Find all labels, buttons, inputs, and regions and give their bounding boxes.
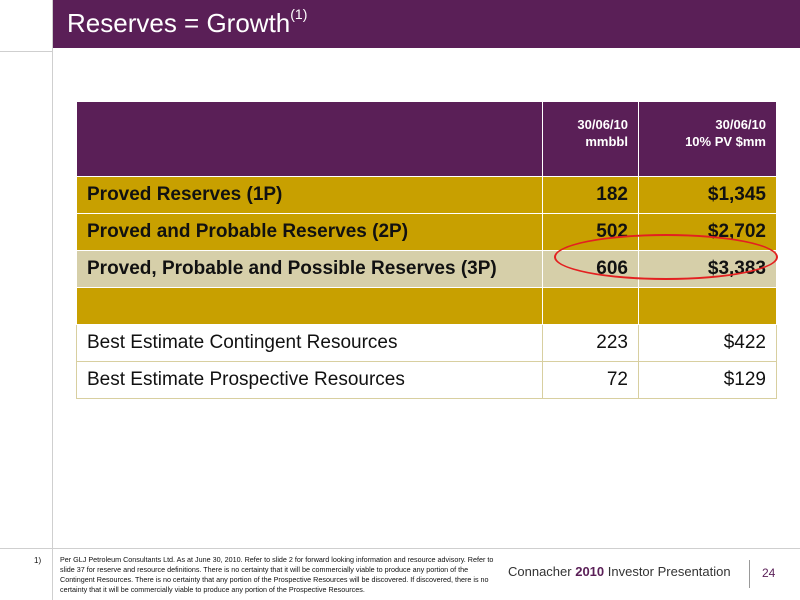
footer-presentation: Investor Presentation (604, 564, 731, 579)
row-label: Proved Reserves (1P) (76, 176, 543, 214)
header-pv-date: 30/06/10 (715, 117, 766, 132)
row-label: Proved, Probable and Possible Reserves (… (76, 250, 543, 288)
footer-year: 2010 (575, 564, 605, 579)
header-blank-cell (76, 101, 543, 177)
page-number: 24 (762, 566, 776, 580)
footer-divider (0, 548, 800, 549)
footnote-number: 1) (34, 556, 42, 565)
header-mmbbl-cell: 30/06/10 mmbbl (542, 101, 639, 177)
header-mmbbl-unit: mmbbl (585, 134, 628, 149)
table-row: Proved Reserves (1P) 182 $1,345 (76, 176, 777, 214)
footer-company: Connacher (508, 564, 576, 579)
row-mmbbl: 72 (542, 361, 639, 399)
table-row: Best Estimate Contingent Resources 223 $… (76, 324, 777, 362)
row-pv: $129 (638, 361, 777, 399)
row-mmbbl: 502 (542, 213, 639, 251)
table-spacer-row (76, 287, 777, 325)
row-label: Best Estimate Contingent Resources (76, 324, 543, 362)
footer-brand: Connacher 2010 Investor Presentation (508, 564, 731, 579)
table-header-row: 30/06/10 mmbbl 30/06/10 10% PV $mm (76, 101, 777, 177)
footnote-text: Per GLJ Petroleum Consultants Ltd. As at… (60, 555, 494, 594)
row-mmbbl: 182 (542, 176, 639, 214)
title-bar: Reserves = Growth(1) (53, 0, 800, 48)
row-label: Best Estimate Prospective Resources (76, 361, 543, 399)
left-divider-top (0, 51, 52, 52)
slide-title: Reserves = Growth(1) (67, 6, 308, 39)
title-footnote-marker: (1) (290, 6, 308, 22)
row-label: Proved and Probable Reserves (2P) (76, 213, 543, 251)
left-divider (52, 0, 53, 600)
header-pv-unit: 10% PV $mm (685, 134, 766, 149)
spacer-cell (542, 287, 639, 325)
highlight-circle (554, 234, 778, 280)
row-pv: $422 (638, 324, 777, 362)
reserves-table-container: 30/06/10 mmbbl 30/06/10 10% PV $mm Prove… (76, 101, 777, 399)
header-pv-cell: 30/06/10 10% PV $mm (638, 101, 777, 177)
reserves-table: 30/06/10 mmbbl 30/06/10 10% PV $mm Prove… (76, 101, 777, 399)
header-mmbbl-date: 30/06/10 (577, 117, 628, 132)
row-mmbbl: 223 (542, 324, 639, 362)
slide-title-text: Reserves = Growth (67, 8, 291, 38)
row-pv: $1,345 (638, 176, 777, 214)
spacer-cell (76, 287, 543, 325)
spacer-cell (638, 287, 777, 325)
table-row: Best Estimate Prospective Resources 72 $… (76, 361, 777, 399)
footer-separator (749, 560, 750, 588)
